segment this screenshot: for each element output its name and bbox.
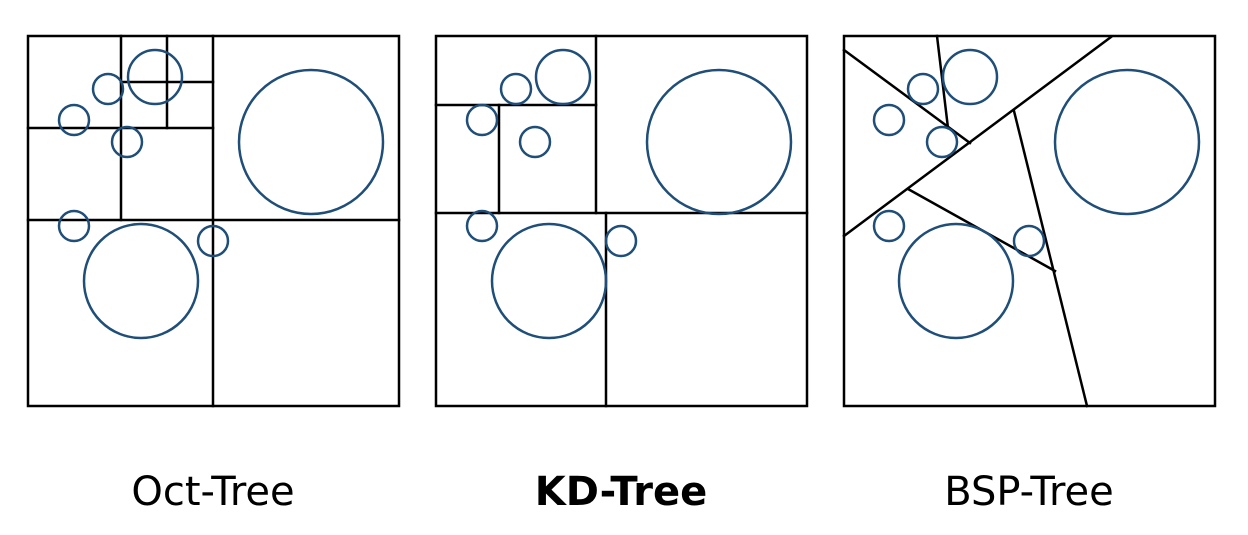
object-circle <box>57 103 91 137</box>
octree-partitions <box>26 34 401 408</box>
object-circle <box>126 48 184 106</box>
object-circle <box>57 209 91 243</box>
bsptree-panel: BSP-Tree <box>842 34 1217 515</box>
object-circle <box>1012 224 1046 258</box>
object-circle <box>518 125 552 159</box>
object-circle <box>196 224 230 258</box>
kdtree-partitions <box>434 34 809 408</box>
object-circle <box>465 103 499 137</box>
object-circle <box>110 125 144 159</box>
object-circle <box>499 72 533 106</box>
bsptree-partitions <box>842 34 1113 408</box>
bsptree-objects <box>872 48 1201 340</box>
object-circle <box>465 209 499 243</box>
octree-objects <box>57 48 385 340</box>
octree-panel: Oct-Tree <box>26 34 401 515</box>
bsptree-frame <box>842 34 1217 408</box>
object-circle <box>82 222 200 340</box>
bsptree-caption: BSP-Tree <box>944 469 1113 515</box>
object-circle <box>872 209 906 243</box>
object-circle <box>91 72 125 106</box>
object-circle <box>534 48 592 106</box>
object-circle <box>872 103 906 137</box>
object-circle <box>604 224 638 258</box>
object-circle <box>490 222 608 340</box>
kdtree-caption: KD-Tree <box>535 469 708 515</box>
object-circle <box>645 68 793 216</box>
bsptree-split <box>1012 109 1089 408</box>
object-circle <box>237 68 385 216</box>
object-circle <box>906 72 940 106</box>
kdtree-frame <box>434 34 809 408</box>
object-circle <box>897 222 1015 340</box>
kdtree-objects <box>465 48 793 340</box>
kdtree-panel: KD-Tree <box>434 34 809 515</box>
octree-caption: Oct-Tree <box>131 469 294 515</box>
object-circle <box>941 48 999 106</box>
bsptree-split <box>842 35 1113 238</box>
object-circle <box>1053 68 1201 216</box>
object-circle <box>925 125 959 159</box>
